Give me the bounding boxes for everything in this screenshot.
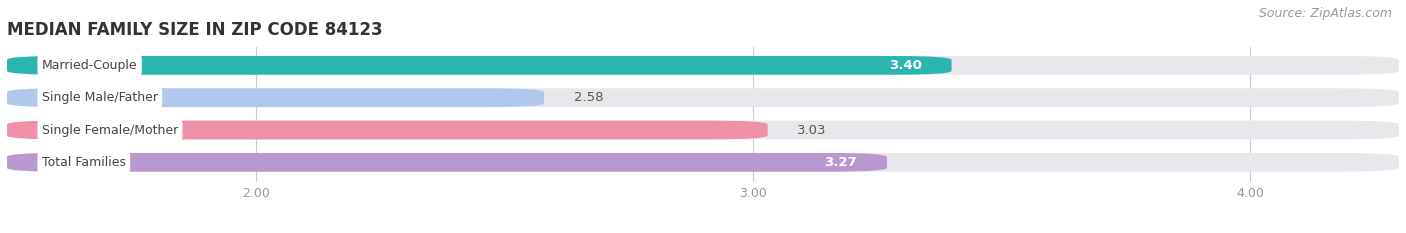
Text: 2.58: 2.58: [574, 91, 603, 104]
Text: 3.27: 3.27: [824, 156, 858, 169]
FancyBboxPatch shape: [7, 56, 1399, 75]
FancyBboxPatch shape: [7, 88, 1399, 107]
FancyBboxPatch shape: [7, 88, 544, 107]
FancyBboxPatch shape: [7, 153, 887, 172]
Text: 3.03: 3.03: [797, 123, 827, 137]
Text: Source: ZipAtlas.com: Source: ZipAtlas.com: [1258, 7, 1392, 20]
Text: MEDIAN FAMILY SIZE IN ZIP CODE 84123: MEDIAN FAMILY SIZE IN ZIP CODE 84123: [7, 21, 382, 39]
FancyBboxPatch shape: [7, 121, 768, 139]
FancyBboxPatch shape: [7, 121, 1399, 139]
FancyBboxPatch shape: [7, 153, 1399, 172]
Text: Married-Couple: Married-Couple: [42, 59, 138, 72]
Text: 3.40: 3.40: [889, 59, 922, 72]
FancyBboxPatch shape: [7, 56, 952, 75]
Text: Single Male/Father: Single Male/Father: [42, 91, 157, 104]
Text: Total Families: Total Families: [42, 156, 125, 169]
Text: Single Female/Mother: Single Female/Mother: [42, 123, 179, 137]
